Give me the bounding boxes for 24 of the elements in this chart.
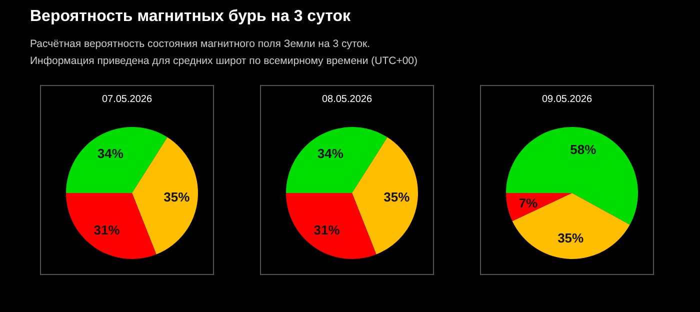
data-label: 7% [518,195,538,210]
data-label: 58% [570,142,597,158]
text: Вероятность магнитных бурь на 3 суток [30,8,352,26]
chart-title: 09.05.2026 [540,94,594,105]
data-label: 35% [164,190,190,205]
pie-slice [512,193,630,259]
pie-slice [66,127,168,193]
pie-slice [286,127,388,193]
pie-slice [132,137,198,254]
data-label: 34% [317,146,344,162]
data-label: 31% [94,222,120,238]
text: Информация приведена для средних широт по всемирному времени (UTC+00) [30,54,419,69]
text: Расчётная вероятность состояния магнитного поля Земли на 3 суток. [30,37,372,52]
pie-slice [66,193,156,259]
pie-slice [286,193,376,259]
data-label: 35% [558,230,584,246]
data-label: 31% [314,222,340,238]
data-label: 34% [97,146,124,162]
pie-slice [506,193,572,222]
chart-title: 08.05.2026 [320,94,374,105]
data-label: 35% [384,190,410,205]
pie-slice [506,127,638,225]
pie-slice [352,137,418,254]
chart-title: 07.05.2026 [100,94,154,105]
